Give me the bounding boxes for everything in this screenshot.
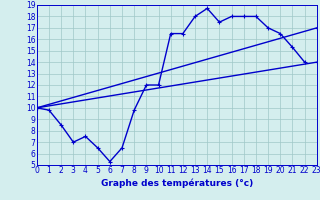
X-axis label: Graphe des températures (°c): Graphe des températures (°c) (101, 178, 253, 188)
